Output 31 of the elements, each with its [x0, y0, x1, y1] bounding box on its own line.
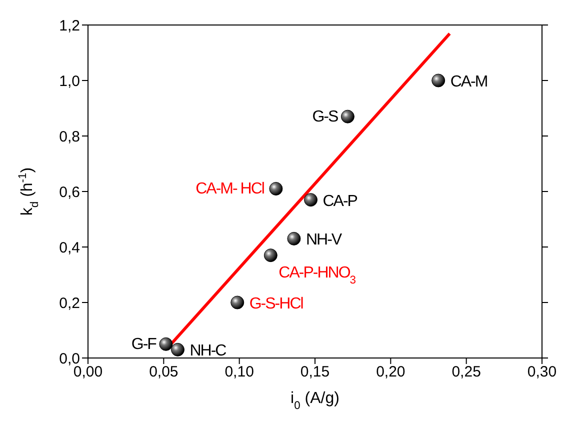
- x-axis-title: i$_{0}$ (A/g): [290, 390, 340, 412]
- x-tick-label: 0,15: [300, 364, 330, 381]
- y-tick-label: 0,8: [59, 128, 80, 146]
- annotation: NH-V: [306, 232, 342, 249]
- annotation: G-F: [131, 336, 158, 354]
- x-tick-label: 0,20: [376, 364, 406, 381]
- y-tick-label: 0,2: [59, 294, 80, 312]
- point: [170, 342, 184, 356]
- point: [432, 74, 446, 88]
- annotation: CA-P: [322, 192, 358, 210]
- x-tick-label: 0,25: [452, 364, 481, 381]
- point: [159, 337, 173, 351]
- x-tick-label: 0,30: [527, 364, 557, 381]
- y-tick-label: 1,0: [59, 72, 80, 90]
- point: [340, 110, 354, 124]
- point: [230, 296, 244, 310]
- annotation: CA-P-HNO$_{3}$: [278, 264, 356, 286]
- point: [264, 248, 278, 262]
- y-tick-label: 0,4: [59, 239, 80, 256]
- point: [269, 182, 283, 196]
- point: [287, 232, 301, 246]
- point: [304, 193, 318, 207]
- annotation: NH-C: [190, 342, 226, 360]
- annotation: CA-M- HCl: [196, 180, 264, 198]
- y-tick-label: 0,6: [59, 184, 80, 201]
- annotation: G-S: [312, 108, 338, 126]
- y-tick-label: 1,2: [59, 17, 80, 34]
- x-tick-label: 0,10: [224, 364, 254, 381]
- annotation: CA-M: [450, 74, 488, 90]
- x-tick-label: 0,05: [149, 364, 178, 381]
- annotation: G-S-HCl: [249, 296, 304, 312]
